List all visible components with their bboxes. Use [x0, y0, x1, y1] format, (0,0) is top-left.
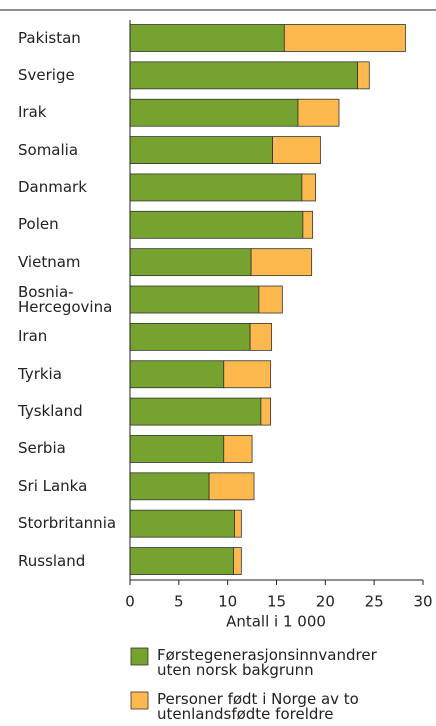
category-label: Tyskland — [18, 402, 83, 421]
bar-segment — [129, 98, 299, 127]
legend-swatch — [130, 691, 149, 710]
x-axis-label: Antall i 1 000 — [226, 613, 326, 631]
bar-segment — [129, 509, 235, 538]
category-label: Serbia — [18, 439, 66, 458]
category-label: Storbritannia — [18, 514, 117, 533]
bar-segment — [129, 435, 225, 463]
bar-segment — [129, 24, 285, 52]
category-label: Russland — [18, 551, 86, 570]
bar-segment — [223, 435, 253, 463]
bar-segment — [234, 509, 242, 538]
bar-segment — [208, 472, 255, 501]
bar-segment — [129, 210, 304, 239]
x-tick-label: 30 — [413, 593, 432, 611]
category-label: Bosnia- Hercegovina — [18, 282, 113, 316]
bar-segment — [258, 285, 283, 314]
bar-segment — [297, 98, 340, 127]
category-label: Somalia — [18, 140, 79, 159]
category-label: Irak — [18, 103, 47, 122]
category-label: Sverige — [18, 65, 75, 84]
legend-label: Personer født i Norge av to utenlandsfød… — [157, 690, 359, 723]
bar-segment — [283, 24, 406, 52]
category-label: Danmark — [18, 177, 87, 196]
bar-segment — [272, 136, 321, 164]
bar-segment — [357, 61, 370, 90]
x-tick-label: 5 — [174, 593, 184, 611]
category-label: Pakistan — [18, 28, 81, 47]
bar-segment — [260, 397, 272, 426]
x-tick-label: 10 — [218, 593, 237, 611]
bar-segment — [302, 210, 314, 239]
category-label: Tyrkia — [18, 364, 62, 383]
bar-segment — [129, 397, 262, 426]
category-label: Sri Lanka — [18, 476, 88, 495]
bar-segment — [129, 285, 260, 314]
legend-label: Førstegenerasjonsinnvandrer uten norsk b… — [157, 646, 377, 679]
bar-segment — [250, 248, 313, 277]
x-tick-label: 20 — [316, 593, 335, 611]
bar-segment — [129, 61, 358, 90]
bar-segment — [129, 547, 234, 575]
x-tick-label: 25 — [365, 593, 384, 611]
x-tick-label: 15 — [267, 593, 286, 611]
bar-segment — [233, 547, 242, 575]
bar-segment — [129, 136, 273, 164]
bar-segment — [129, 360, 225, 389]
x-tick-label: 0 — [125, 593, 135, 611]
bar-segment — [301, 173, 316, 202]
bar-segment — [249, 322, 273, 351]
bar-segment — [223, 360, 272, 389]
category-label: Polen — [18, 215, 59, 234]
category-label: Iran — [18, 327, 48, 346]
legend-swatch — [130, 647, 149, 666]
category-label: Vietnam — [18, 252, 81, 271]
bar-segment — [129, 248, 252, 277]
bar-segment — [129, 472, 210, 501]
bar-segment — [129, 173, 303, 202]
bar-segment — [129, 322, 251, 351]
